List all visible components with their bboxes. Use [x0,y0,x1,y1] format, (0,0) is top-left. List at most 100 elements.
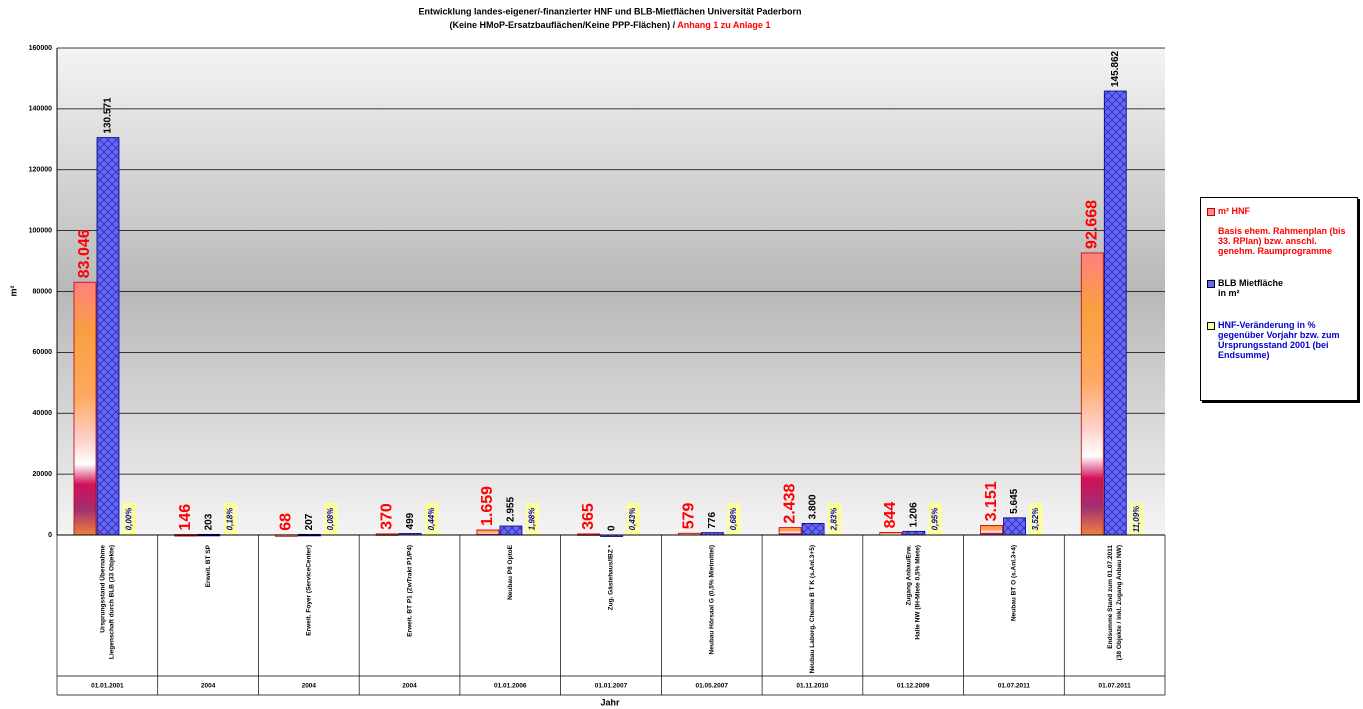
date-label: 01.07.2011 [998,683,1031,690]
category-label: Erweit. BT P1 (ZwTrakt P1/P4) [406,545,413,637]
percent-box [626,503,640,535]
value-label: 203 [203,513,214,530]
category-label: Erweit. Foyer (ServiceCenter) [306,545,313,636]
value-label: 130.571 [103,97,114,134]
y-tick-label: 20000 [33,471,53,478]
hnf-bar [778,527,802,536]
percent-label: 0,44% [427,508,436,531]
date-label: 01.07.2011 [1099,683,1132,690]
legend: m² HNF Basis ehem. Rahmenplan (bis 33. RP… [1200,197,1358,401]
percent-box [525,503,539,535]
blb-bar [902,530,926,536]
date-label: 01.11.2010 [796,683,829,690]
hnf-bar [980,525,1003,536]
percent-box [828,503,842,535]
y-tick-label: 60000 [33,349,53,356]
category-label: Neubau Laborg. Chemie B T K (s.Anl.3+5) [809,545,816,673]
date-label: 01.01.2006 [494,683,527,690]
category-label: Endsumme Stand zum 01.07.2011 [1107,545,1114,649]
percent-box [123,503,136,535]
y-tick-label: 120000 [29,167,52,174]
legend-item: m² HNF Basis ehem. Rahmenplan (bis 33. RP… [1207,206,1351,256]
percent-label: 2,83% [830,508,839,532]
percent-box [1130,503,1144,535]
percent-box [1029,503,1043,535]
category-label: Zug. Gästehaus/IBZ * [608,545,615,611]
percent-box [223,503,237,535]
category-label: Neubau Hörsaal G (0,5% Mietmittel) [708,545,715,654]
x-axis-label: Jahr [600,697,620,707]
percent-label: 0,08% [326,508,335,531]
chart-title: Entwicklung landes-eigener/-finanzierter… [418,6,801,16]
value-label: 92.668 [1083,200,1100,249]
value-label: 5.645 [1009,488,1020,513]
blb-bar [96,137,120,536]
hnf-bar [476,529,500,536]
legend-swatch [1207,322,1215,330]
value-label: 579 [681,502,698,529]
value-label: 370 [378,503,395,530]
percent-box [425,503,439,535]
percent-box [727,503,741,535]
value-label: 207 [304,513,315,530]
subtitle-highlight: Anhang 1 zu Anlage 1 [677,20,770,30]
category-label: Ursprungsstand Übernahme [98,545,107,633]
date-label: 01.12.2009 [897,683,930,690]
date-label: 01.01.2001 [91,683,124,690]
legend-label: BLB Mietfläche in m² [1218,278,1284,298]
chart-subtitle: (Keine HMoP-Ersatzbauflächen/Keine PPP-F… [450,20,771,30]
category-label: Neubau BT O (s.Anl.3+4) [1011,545,1018,621]
category-label: Neubau P8 OptoE [507,544,514,600]
date-label: 2004 [201,683,216,690]
value-label: 3.800 [808,494,819,519]
y-axis-label: m² [8,285,18,296]
value-label: 365 [580,503,597,530]
blb-bar [1103,90,1127,536]
legend-item: HNF-Veränderung in % gegenüber Vorjahr b… [1207,320,1351,360]
percent-box [324,503,338,535]
percent-label: 0,68% [729,508,738,531]
percent-label: 3,52% [1031,508,1040,531]
y-tick-label: 40000 [33,410,53,417]
value-label: 2.955 [506,497,517,522]
category-label: Zugang Anbau/Erw. [905,545,912,606]
blb-bar [1003,517,1026,536]
value-label: 776 [707,512,718,529]
value-label: 844 [882,502,899,529]
y-tick-label: 140000 [29,106,52,113]
subtitle: (Keine HMoP-Ersatzbauflächen/Keine PPP-F… [450,20,678,30]
category-label: (38 Objekte / inkl. Zugang Anbau NW) [1116,545,1123,660]
date-label: 01.01.2007 [595,683,628,690]
percent-label: 0,18% [225,508,234,531]
hnf-bar [73,281,97,536]
value-label: 0 [606,525,617,531]
value-label: 2.438 [781,483,798,523]
value-label: 145.862 [1110,50,1121,87]
y-tick-label: 160000 [29,45,52,52]
legend-label: HNF-Veränderung in % gegenüber Vorjahr b… [1218,320,1340,360]
y-tick-label: 80000 [33,288,53,295]
blb-bar [801,523,825,536]
y-tick-label: 100000 [29,227,52,234]
value-label: 499 [405,512,416,529]
percent-label: 1,98% [528,508,537,531]
legend-text: m² HNF Basis ehem. Rahmenplan (bis 33. RP… [1218,206,1348,256]
value-label: 83.046 [76,229,93,278]
percent-label: 0,43% [628,508,637,531]
legend-text: BLB Mietfläche in m² [1218,278,1288,298]
blb-bar [499,525,523,536]
legend-label: m² HNF [1218,206,1250,216]
category-label: Liegenschaft durch BLB (33 Objekte) [109,545,116,659]
percent-label: 0,95% [930,508,939,531]
value-label: 1.659 [479,486,496,526]
value-label: 146 [177,504,194,531]
legend-text: HNF-Veränderung in % gegenüber Vorjahr b… [1218,320,1348,360]
legend-swatch [1207,208,1215,216]
hnf-bar [1080,252,1104,536]
legend-item: BLB Mietfläche in m² [1207,278,1351,298]
category-label: Halle NW (IH-Miete 0,5% Miete) [914,545,921,640]
legend-swatch [1207,280,1215,288]
value-label: 68 [278,513,295,531]
